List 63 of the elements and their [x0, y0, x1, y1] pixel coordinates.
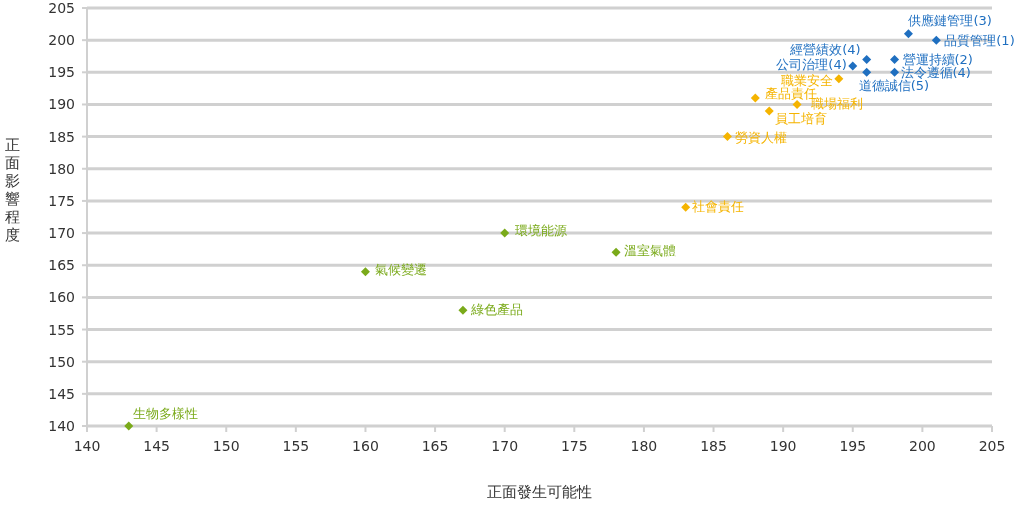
y-tick-label: 180	[48, 160, 75, 177]
point	[500, 228, 510, 238]
annotation: 氣候變遷	[375, 261, 428, 277]
y-tick-label: 155	[48, 321, 75, 338]
y-tick-label: 170	[48, 225, 75, 242]
y-tick-label: 150	[48, 353, 75, 370]
y-tick-label: 200	[48, 32, 75, 49]
y-tick-label: 140	[48, 418, 75, 434]
point	[848, 61, 858, 71]
annotation: 員工培育	[775, 110, 828, 126]
x-tick-label: 140	[73, 438, 101, 454]
y-tick-label: 165	[48, 257, 75, 274]
point	[890, 67, 900, 77]
annotation: 法令遵循(4)	[900, 65, 971, 81]
annotation: 品質管理(1)	[944, 33, 1015, 49]
point	[360, 267, 370, 277]
x-axis-title: 正面發生可能性	[487, 483, 592, 501]
x-tick-label: 195	[839, 438, 867, 454]
x-tick-label: 175	[560, 438, 588, 454]
x-tick-label: 190	[769, 438, 797, 454]
point	[903, 29, 913, 39]
point	[862, 67, 872, 77]
x-tick-label: 170	[491, 438, 519, 454]
annotation: 社會責任	[691, 199, 744, 215]
annotation: 職業安全	[780, 72, 833, 88]
y-tick-label: 160	[48, 289, 75, 306]
y-tick-label: 190	[48, 96, 75, 113]
point	[722, 132, 732, 142]
annotation: 環境能源	[514, 223, 567, 239]
point	[458, 305, 468, 315]
point	[862, 54, 872, 64]
point	[890, 54, 900, 64]
x-tick-label: 205	[978, 438, 1006, 454]
x-tick-label: 145	[143, 438, 170, 454]
point	[681, 202, 691, 212]
x-tick-label: 185	[700, 438, 727, 454]
y-tick-label: 195	[48, 64, 75, 81]
y-tick-label: 175	[48, 192, 75, 209]
point	[750, 93, 760, 103]
x-tick-label: 165	[421, 438, 449, 454]
x-tick-label: 160	[352, 438, 379, 454]
x-tick-label: 155	[282, 438, 310, 454]
point	[792, 99, 802, 109]
point	[931, 35, 941, 45]
y-tick-label: 185	[48, 128, 75, 145]
x-tick-label: 180	[630, 438, 658, 454]
x-tick-label: 200	[909, 438, 936, 454]
y-axis-title: 正面影響程度	[4, 136, 20, 244]
y-tick-label: 145	[48, 385, 75, 402]
point	[834, 74, 844, 84]
annotation: 經營績效(4)	[789, 42, 861, 58]
y-tick-label: 205	[48, 0, 75, 16]
annotation: 溫室氣體	[624, 243, 677, 259]
point	[611, 247, 621, 257]
annotation: 道德誠信(5)	[858, 78, 930, 94]
annotation: 供應鏈管理(3)	[908, 12, 992, 28]
point	[124, 421, 134, 431]
annotation: 公司治理(4)	[776, 56, 847, 72]
annotation: 綠色產品	[469, 302, 523, 318]
x-tick-label: 150	[212, 438, 240, 454]
annotation: 勞資人權	[735, 129, 788, 145]
point	[764, 106, 774, 116]
annotation: 生物多樣性	[132, 406, 198, 421]
